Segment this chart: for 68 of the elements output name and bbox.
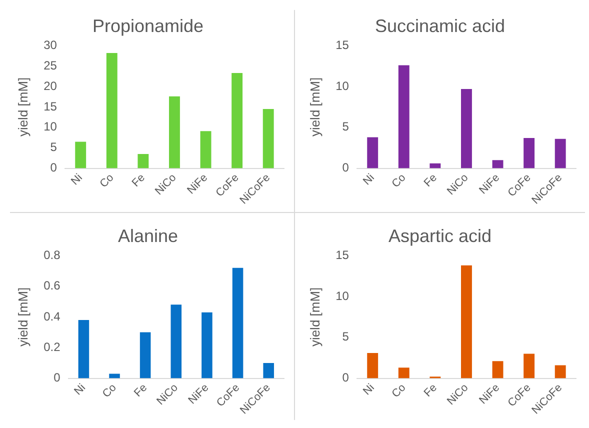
- y-tick-label: 0.4: [44, 309, 61, 324]
- x-tick-label: Fe: [130, 172, 148, 190]
- y-tick-label: 10: [336, 78, 350, 93]
- bar: [398, 368, 410, 378]
- y-axis-title: yield [mM]: [307, 77, 322, 137]
- y-tick-label: 0.8: [44, 248, 61, 262]
- bar: [263, 362, 274, 378]
- bar: [367, 137, 378, 168]
- chart-title: Propionamide: [92, 16, 204, 36]
- y-tick-label: 10: [336, 288, 350, 303]
- bar: [554, 365, 566, 378]
- x-tick-label: Fe: [422, 382, 440, 400]
- bar: [140, 332, 151, 378]
- x-tick-label: NiFe: [186, 382, 212, 407]
- bar: [232, 268, 244, 378]
- y-tick-label: 15: [336, 38, 350, 52]
- y-tick-label: 5: [50, 140, 58, 154]
- bar: [554, 138, 566, 168]
- bar: [461, 265, 472, 378]
- y-tick-label: 5: [342, 120, 350, 134]
- bar: [170, 304, 182, 378]
- y-tick-label: 20: [44, 78, 58, 93]
- y-tick-label: 15: [44, 99, 58, 114]
- y-tick-label: 0: [50, 160, 58, 175]
- x-tick-label: Co: [390, 382, 408, 400]
- bar: [492, 160, 504, 168]
- y-tick-label: 25: [44, 58, 58, 72]
- bar: [202, 312, 212, 378]
- y-tick-label: 30: [44, 38, 58, 52]
- bar: [169, 96, 180, 168]
- bar: [492, 361, 504, 378]
- y-tick-label: 10: [44, 120, 58, 134]
- x-tick-label: Fe: [132, 382, 150, 400]
- y-tick-label: 0: [342, 160, 350, 175]
- y-tick-label: 5: [342, 330, 350, 344]
- x-tick-label: Ni: [72, 382, 88, 398]
- x-tick-label: Fe: [422, 172, 440, 190]
- bar: [232, 73, 243, 168]
- bar: [75, 142, 86, 168]
- x-tick-label: Ni: [361, 172, 377, 188]
- y-tick-label: 0: [342, 370, 350, 385]
- bar: [200, 131, 212, 168]
- bar: [524, 354, 535, 378]
- bar: [524, 138, 535, 168]
- x-tick-label: Ni: [361, 382, 377, 398]
- y-axis-title: yield [mM]: [15, 77, 30, 137]
- bar: [398, 65, 410, 168]
- bar: [430, 163, 441, 168]
- x-tick-label: Co: [100, 382, 119, 400]
- chart-title: Succinamic acid: [374, 16, 506, 36]
- y-tick-label: 15: [336, 248, 350, 262]
- y-tick-label: 0.2: [44, 340, 61, 354]
- bar: [109, 374, 120, 378]
- chart-title: Alanine: [118, 226, 178, 246]
- x-tick-label: Co: [98, 172, 116, 190]
- chart-title: Aspartic acid: [388, 226, 492, 246]
- x-tick-label: Ni: [69, 172, 85, 188]
- bar: [461, 88, 472, 168]
- bar: [78, 320, 90, 378]
- bar: [367, 352, 378, 378]
- y-axis-title: yield [mM]: [15, 287, 30, 347]
- bar: [138, 154, 149, 168]
- y-axis-title: yield [mM]: [307, 287, 322, 347]
- y-tick-label: 0: [54, 370, 61, 385]
- x-tick-label: Co: [390, 172, 408, 190]
- bar: [106, 52, 118, 168]
- y-tick-label: 0.6: [44, 278, 61, 293]
- bar: [262, 108, 274, 168]
